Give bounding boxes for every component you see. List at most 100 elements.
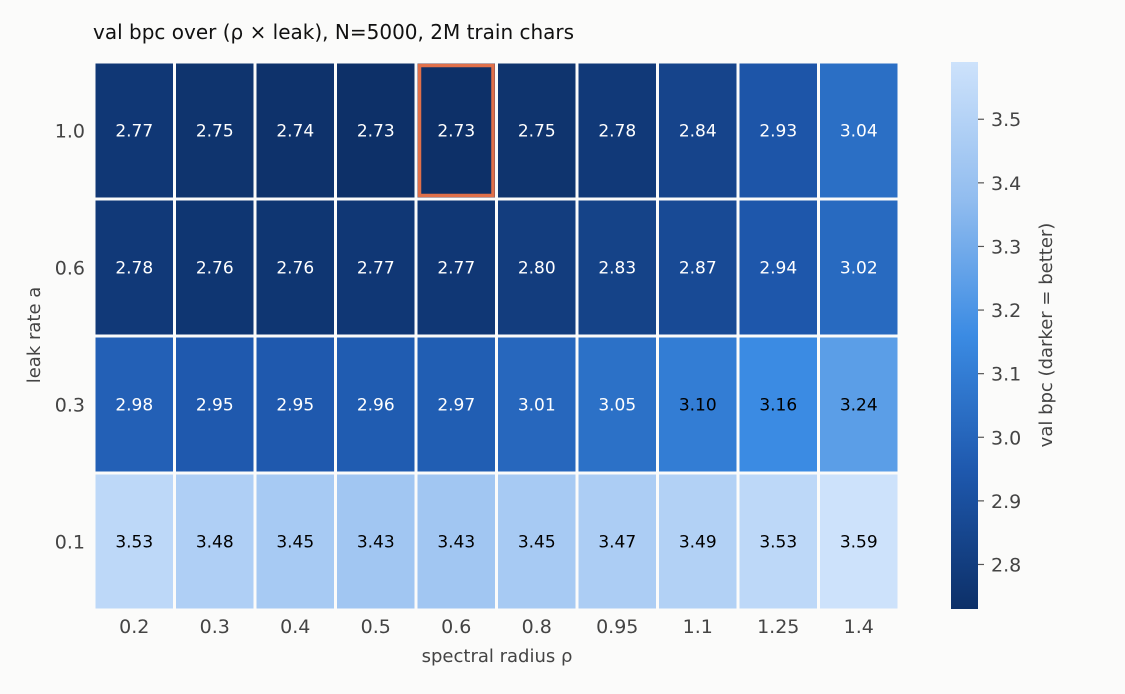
cell-value-label: 3.48	[196, 533, 234, 553]
heatmap-cell	[256, 474, 334, 609]
cell-value-label: 3.05	[598, 396, 636, 416]
heatmap-cell	[417, 337, 495, 472]
cell-value-label: 3.43	[437, 533, 475, 553]
cell-value-label: 2.77	[357, 259, 395, 279]
colorbar-tick-label: 2.9	[991, 491, 1021, 513]
x-tick-label: 0.3	[200, 616, 230, 638]
heatmap-cell	[417, 474, 495, 609]
x-tick-label: 1.25	[757, 616, 799, 638]
cell-value-label: 2.95	[276, 396, 314, 416]
colorbar-tick-label: 3.4	[991, 173, 1021, 195]
cell-value-label: 3.53	[759, 533, 797, 553]
heatmap-cell	[578, 63, 656, 198]
y-tick-label: 0.1	[55, 532, 85, 554]
cell-value-label: 2.73	[437, 122, 475, 142]
heatmap-cell	[176, 337, 254, 472]
cell-value-label: 2.74	[276, 122, 314, 142]
x-tick-label: 0.2	[119, 616, 149, 638]
heatmap-cell	[498, 63, 576, 198]
cell-value-label: 2.77	[115, 122, 153, 142]
heatmap-cells: 2.77 2.75 2.74 2.73 2.73 2.75 2.78 2.84 2.93 3.04…	[95, 63, 898, 609]
heatmap-cell	[337, 337, 415, 472]
heatmap-cell	[659, 63, 737, 198]
colorbar-tick-label: 3.5	[991, 109, 1021, 131]
cell-value-label: 2.94	[759, 259, 797, 279]
y-axis-label: leak rate a	[24, 287, 45, 384]
cell-value-label: 3.10	[679, 396, 717, 416]
colorbar-tick-label: 2.8	[991, 554, 1021, 576]
x-tick-label: 0.6	[441, 616, 471, 638]
heatmap-cell	[739, 200, 817, 335]
heatmap-cell	[95, 200, 173, 335]
cell-value-label: 2.75	[196, 122, 234, 142]
y-tick-label: 0.6	[55, 258, 85, 280]
cell-value-label: 3.45	[276, 533, 314, 553]
cell-value-label: 2.84	[679, 122, 717, 142]
best-cell-highlight	[417, 63, 495, 198]
heatmap-cell	[337, 474, 415, 609]
cell-value-label: 2.73	[357, 122, 395, 142]
cell-value-label: 2.93	[759, 122, 797, 142]
chart-title: val bpc over (ρ × leak), N=5000, 2M trai…	[93, 20, 574, 44]
colorbar-tick-label: 3.1	[991, 364, 1021, 386]
heatmap-cell	[337, 63, 415, 198]
heatmap-cell	[578, 200, 656, 335]
colorbar-tick-label: 3.3	[991, 236, 1021, 258]
cell-value-label: 2.75	[518, 122, 556, 142]
cell-value-label: 2.78	[598, 122, 636, 142]
heatmap-cell	[578, 474, 656, 609]
colorbar-tick-label: 3.0	[991, 427, 1021, 449]
heatmap-cell	[739, 337, 817, 472]
heatmap-cell	[176, 200, 254, 335]
heatmap-cell	[176, 63, 254, 198]
heatmap-cell	[498, 337, 576, 472]
cell-value-label: 3.47	[598, 533, 636, 553]
heatmap-cell	[95, 474, 173, 609]
x-tick-label: 1.1	[683, 616, 713, 638]
heatmap-cell	[95, 63, 173, 198]
cell-value-label: 2.97	[437, 396, 475, 416]
cell-value-label: 2.95	[196, 396, 234, 416]
cell-value-label: 2.78	[115, 259, 153, 279]
heatmap-cell	[820, 200, 898, 335]
colorbar	[951, 62, 978, 609]
cell-value-label: 3.16	[759, 396, 797, 416]
cell-value-label: 3.04	[840, 122, 878, 142]
x-tick-label: 1.4	[844, 616, 874, 638]
cell-value-label: 2.98	[115, 396, 153, 416]
x-tick-label: 0.5	[361, 616, 391, 638]
y-tick-label: 1.0	[55, 121, 85, 143]
cell-value-label: 2.76	[196, 259, 234, 279]
cell-value-label: 2.77	[437, 259, 475, 279]
heatmap-cell	[417, 63, 495, 198]
heatmap-cell	[498, 200, 576, 335]
x-tick-label: 0.95	[596, 616, 638, 638]
heatmap-cell	[256, 63, 334, 198]
cell-value-label: 3.59	[840, 533, 878, 553]
heatmap-cell	[659, 200, 737, 335]
heatmap-cell	[659, 474, 737, 609]
y-tick-labels: 1.0 0.6 0.3 0.1	[55, 121, 85, 554]
cell-value-label: 3.49	[679, 533, 717, 553]
cell-value-label: 2.87	[679, 259, 717, 279]
colorbar-tick-label: 3.2	[991, 300, 1021, 322]
x-tick-label: 0.8	[522, 616, 552, 638]
cell-value-label: 3.01	[518, 396, 556, 416]
heatmap-cell	[256, 337, 334, 472]
heatmap-cell	[659, 337, 737, 472]
heatmap-cell	[739, 63, 817, 198]
y-tick-label: 0.3	[55, 395, 85, 417]
heatmap-cell	[95, 337, 173, 472]
x-axis-label: spectral radius ρ	[422, 646, 573, 667]
heatmap-cell	[417, 200, 495, 335]
cell-value-label: 2.96	[357, 396, 395, 416]
heatmap-cell	[256, 200, 334, 335]
heatmap-cell	[337, 200, 415, 335]
cell-value-label: 3.53	[115, 533, 153, 553]
heatmap-cell	[739, 474, 817, 609]
cell-value-label: 2.80	[518, 259, 556, 279]
heatmap-cell	[498, 474, 576, 609]
cell-value-label: 2.83	[598, 259, 636, 279]
heatmap-cell	[176, 474, 254, 609]
